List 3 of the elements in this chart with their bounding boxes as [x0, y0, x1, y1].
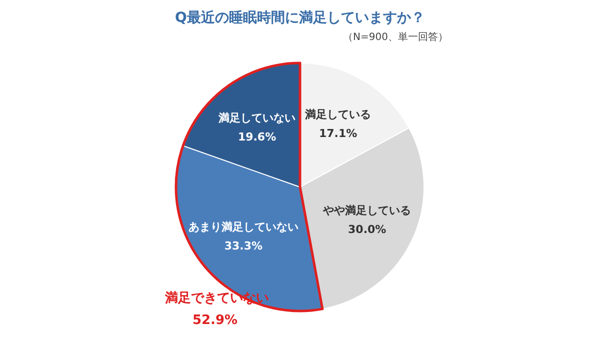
title: Q最近の睡眠時間に満足していますか？: [175, 10, 425, 26]
annotation: 52.9%: [192, 313, 238, 328]
subtitle: （N=900、単一回答）: [343, 32, 448, 43]
